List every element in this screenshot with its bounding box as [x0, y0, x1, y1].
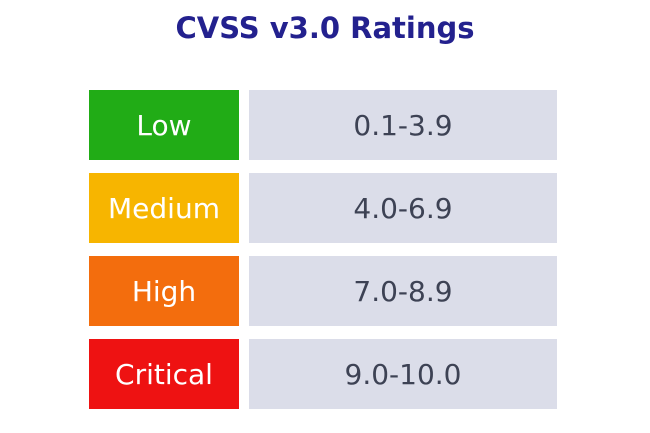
- table-row: Critical 9.0-10.0: [89, 339, 557, 409]
- cvss-ratings-table: Low 0.1-3.9 Medium 4.0-6.9 High 7.0-8.9 …: [89, 90, 557, 409]
- table-row: Low 0.1-3.9: [89, 90, 557, 160]
- score-range-low: 0.1-3.9: [249, 90, 557, 160]
- table-row: High 7.0-8.9: [89, 256, 557, 326]
- score-range-medium: 4.0-6.9: [249, 173, 557, 243]
- score-range-critical: 9.0-10.0: [249, 339, 557, 409]
- page-title: CVSS v3.0 Ratings: [175, 11, 475, 45]
- severity-label-critical: Critical: [89, 339, 239, 409]
- severity-label-medium: Medium: [89, 173, 239, 243]
- table-row: Medium 4.0-6.9: [89, 173, 557, 243]
- severity-label-high: High: [89, 256, 239, 326]
- severity-label-low: Low: [89, 90, 239, 160]
- score-range-high: 7.0-8.9: [249, 256, 557, 326]
